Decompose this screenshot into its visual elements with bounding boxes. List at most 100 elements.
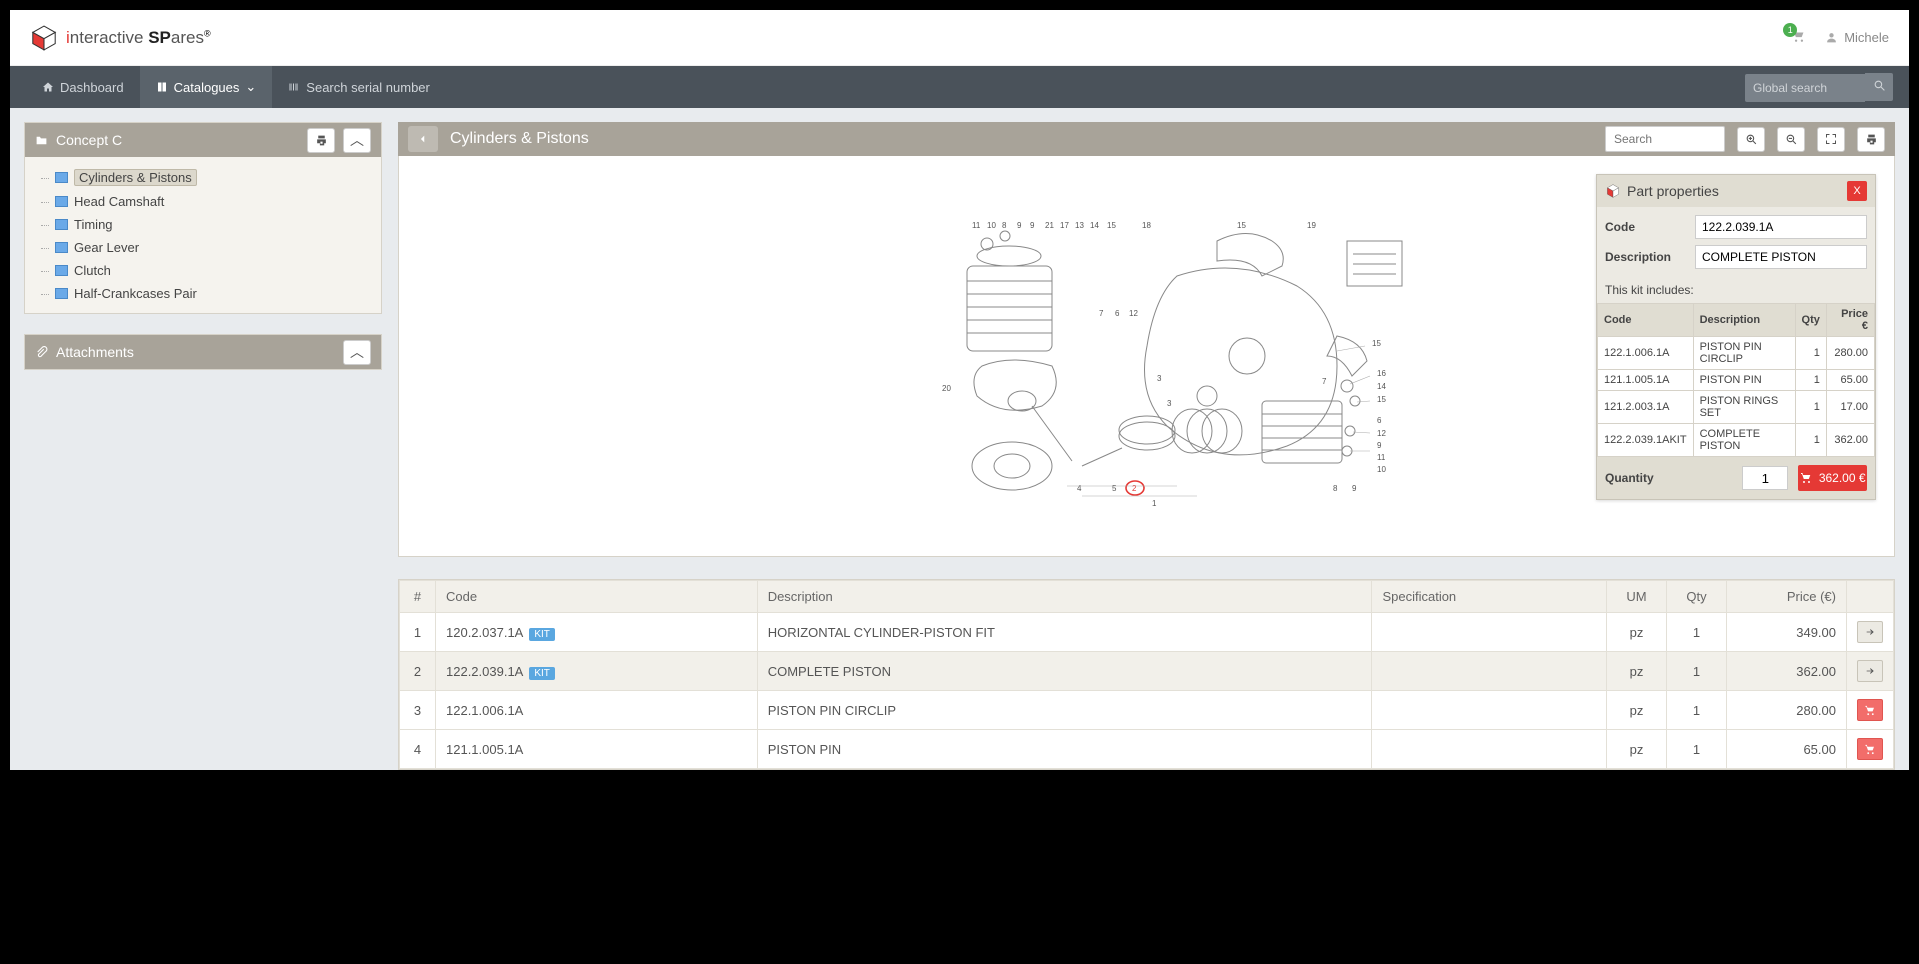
svg-text:9: 9	[1030, 221, 1035, 230]
svg-text:6: 6	[1115, 309, 1120, 318]
svg-text:17: 17	[1060, 221, 1069, 230]
collapse-attachments-button[interactable]: ︿	[343, 340, 371, 365]
kit-row: 122.1.006.1APISTON PIN CIRCLIP1280.00	[1598, 337, 1875, 370]
svg-text:21: 21	[1045, 221, 1054, 230]
tree-item[interactable]: Half-Crankcases Pair	[35, 282, 371, 305]
svg-text:12: 12	[1129, 309, 1138, 318]
svg-text:8: 8	[1333, 484, 1338, 493]
category-title: Concept C	[56, 132, 122, 148]
zoom-in-button[interactable]	[1737, 127, 1765, 152]
print-diagram-button[interactable]	[1857, 127, 1885, 152]
svg-text:8: 8	[1002, 221, 1007, 230]
parts-row[interactable]: 2122.2.039.1AKITCOMPLETE PISTONpz1362.00	[400, 652, 1894, 691]
parts-row[interactable]: 4121.1.005.1APISTON PINpz165.00	[400, 730, 1894, 769]
image-icon	[55, 265, 68, 276]
svg-text:4: 4	[1077, 484, 1082, 493]
kit-row: 122.2.039.1AKITCOMPLETE PISTON1362.00	[1598, 424, 1875, 457]
cube-icon	[1605, 183, 1621, 199]
image-icon	[55, 288, 68, 299]
global-search-input[interactable]	[1745, 74, 1865, 102]
svg-text:18: 18	[1142, 221, 1151, 230]
kit-row: 121.1.005.1APISTON PIN165.00	[1598, 370, 1875, 391]
svg-text:3: 3	[1157, 374, 1162, 383]
expand-row-button[interactable]	[1857, 660, 1883, 682]
close-button[interactable]: X	[1847, 181, 1867, 201]
diagram-viewer[interactable]: 11108992117131415181519 7612 2033 151614…	[398, 156, 1895, 557]
tree-item[interactable]: Timing	[35, 213, 371, 236]
svg-text:10: 10	[987, 221, 996, 230]
attachments-title: Attachments	[56, 344, 134, 360]
add-row-cart-button[interactable]	[1857, 699, 1883, 721]
props-code-input[interactable]	[1695, 215, 1867, 239]
svg-text:6: 6	[1377, 416, 1382, 425]
image-icon	[55, 219, 68, 230]
add-to-cart-button[interactable]: 362.00 €	[1798, 465, 1867, 491]
kit-table: CodeDescriptionQtyPrice € 122.1.006.1API…	[1597, 303, 1875, 457]
svg-text:15: 15	[1372, 339, 1381, 348]
paperclip-icon	[35, 346, 48, 359]
logo-text: interactive SPares®	[66, 28, 211, 48]
svg-text:15: 15	[1377, 395, 1386, 404]
svg-text:9: 9	[1352, 484, 1357, 493]
svg-text:13: 13	[1075, 221, 1084, 230]
image-icon	[55, 196, 68, 207]
props-title: Part properties	[1627, 183, 1719, 199]
content-header: Cylinders & Pistons	[398, 122, 1895, 156]
back-button[interactable]	[408, 126, 438, 152]
menu-dashboard[interactable]: Dashboard	[26, 66, 140, 108]
svg-text:5: 5	[1112, 484, 1117, 493]
parts-row[interactable]: 1120.2.037.1AKITHORIZONTAL CYLINDER-PIST…	[400, 613, 1894, 652]
svg-text:11: 11	[972, 221, 981, 230]
add-row-cart-button[interactable]	[1857, 738, 1883, 760]
exploded-diagram: 11108992117131415181519 7612 2033 151614…	[867, 186, 1427, 526]
menu-bar: Dashboard Catalogues ⌄ Search serial num…	[10, 66, 1909, 108]
svg-text:9: 9	[1017, 221, 1022, 230]
svg-text:14: 14	[1090, 221, 1099, 230]
expand-row-button[interactable]	[1857, 621, 1883, 643]
part-properties-panel: Part properties X Code Description This …	[1596, 174, 1876, 500]
svg-text:15: 15	[1107, 221, 1116, 230]
image-icon	[55, 242, 68, 253]
tree-item[interactable]: Clutch	[35, 259, 371, 282]
zoom-out-button[interactable]	[1777, 127, 1805, 152]
fullscreen-button[interactable]	[1817, 127, 1845, 152]
menu-serial[interactable]: Search serial number	[272, 66, 446, 108]
cart-button[interactable]: 1	[1791, 29, 1807, 46]
kit-row: 121.2.003.1APISTON RINGS SET117.00	[1598, 391, 1875, 424]
global-search-button[interactable]	[1865, 73, 1893, 101]
menu-catalogues[interactable]: Catalogues ⌄	[140, 66, 273, 108]
top-bar: interactive SPares® 1 Michele	[10, 10, 1909, 66]
svg-text:7: 7	[1322, 377, 1327, 386]
image-icon	[55, 172, 68, 183]
collapse-button[interactable]: ︿	[343, 128, 371, 153]
svg-text:10: 10	[1377, 465, 1386, 474]
svg-text:2: 2	[1132, 484, 1137, 493]
svg-text:14: 14	[1377, 382, 1386, 391]
svg-text:20: 20	[942, 384, 951, 393]
svg-text:19: 19	[1307, 221, 1316, 230]
parts-row[interactable]: 3122.1.006.1APISTON PIN CIRCLIPpz1280.00	[400, 691, 1894, 730]
logo[interactable]: interactive SPares®	[30, 24, 211, 52]
svg-text:1: 1	[1152, 499, 1157, 508]
tree-item[interactable]: Cylinders & Pistons	[35, 165, 371, 190]
content-search-input[interactable]	[1605, 126, 1725, 152]
folder-icon	[35, 134, 48, 147]
print-button[interactable]	[307, 128, 335, 153]
category-panel: Concept C ︿ Cylinders & PistonsHead Cams…	[24, 122, 382, 314]
svg-text:7: 7	[1099, 309, 1104, 318]
tree-item[interactable]: Gear Lever	[35, 236, 371, 259]
tree-item[interactable]: Head Camshaft	[35, 190, 371, 213]
attachments-panel: Attachments ︿	[24, 334, 382, 370]
global-search	[1745, 73, 1893, 102]
props-desc-input[interactable]	[1695, 245, 1867, 269]
svg-text:3: 3	[1167, 399, 1172, 408]
content-title: Cylinders & Pistons	[450, 130, 589, 148]
chevron-down-icon: ⌄	[245, 79, 256, 95]
svg-text:11: 11	[1377, 453, 1386, 462]
user-menu[interactable]: Michele	[1825, 30, 1889, 45]
svg-text:16: 16	[1377, 369, 1386, 378]
kit-includes-label: This kit includes:	[1597, 283, 1875, 303]
parts-table: # Code Description Specification UM Qty …	[398, 579, 1895, 770]
svg-text:15: 15	[1237, 221, 1246, 230]
props-qty-input[interactable]	[1742, 466, 1788, 490]
